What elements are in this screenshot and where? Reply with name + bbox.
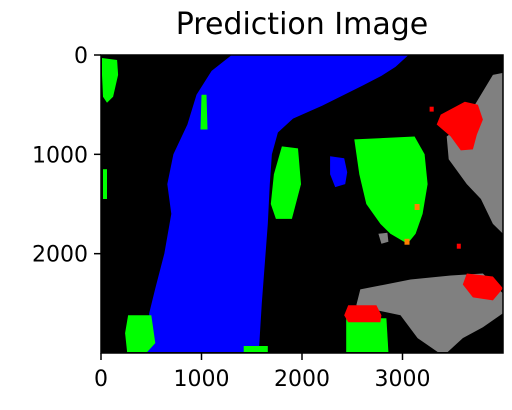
green-region-left-edge xyxy=(103,169,107,199)
green-region-right xyxy=(354,136,428,244)
green-region-small-mid xyxy=(200,94,208,130)
chart-title: Prediction Image xyxy=(176,7,429,42)
y-tick-label: 1000 xyxy=(32,143,88,168)
red-region-right-dot xyxy=(429,106,434,112)
gray-region-notch xyxy=(378,232,389,244)
gray-region-right xyxy=(446,72,503,234)
green-region-bottom-left xyxy=(125,315,156,352)
blue-region-small xyxy=(330,156,348,188)
x-tick-label: 0 xyxy=(94,367,108,392)
green-region-center xyxy=(270,146,301,219)
orange-region-dot-upper xyxy=(414,204,420,210)
blue-region-main xyxy=(147,55,409,352)
red-region-small-dot xyxy=(456,243,461,249)
green-region-bottom-sliver xyxy=(243,346,268,352)
green-region-bottom-center xyxy=(346,318,389,352)
red-region-bottom-center xyxy=(344,305,382,323)
axes: 0 1000 2000 3000 0 1000 2000 xyxy=(32,44,504,392)
gray-region-bottom-right xyxy=(356,273,503,352)
red-region-top-right xyxy=(436,101,483,151)
green-region-top-left xyxy=(102,58,119,103)
x-tick-label: 3000 xyxy=(375,367,431,392)
red-region-bottom-right xyxy=(462,273,503,301)
y-tick-label: 0 xyxy=(74,44,88,69)
x-tick-label: 2000 xyxy=(274,367,330,392)
segmentation-regions xyxy=(102,55,503,352)
orange-region-dot-lower xyxy=(404,238,410,245)
y-tick-label: 2000 xyxy=(32,243,88,268)
x-tick-label: 1000 xyxy=(174,367,230,392)
